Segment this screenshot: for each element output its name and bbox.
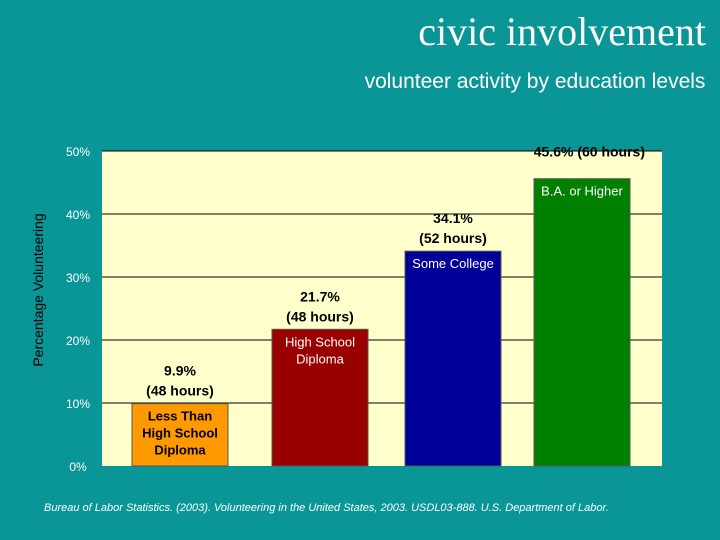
y-tick-label: 0%: [69, 460, 87, 474]
category-label: Diploma: [296, 351, 344, 366]
data-label: 9.9%: [164, 363, 196, 379]
y-tick-label: 10%: [66, 397, 90, 411]
data-label: (48 hours): [286, 308, 354, 324]
data-label: 45.6% (60 hours): [534, 144, 645, 160]
y-tick-label: 30%: [66, 271, 90, 285]
source-citation: Bureau of Labor Statistics. (2003). Volu…: [44, 502, 609, 514]
category-label: Some College: [412, 256, 494, 271]
bar: [271, 328, 369, 467]
y-tick-label: 20%: [66, 334, 90, 348]
bar: [131, 403, 229, 467]
category-label: High School: [142, 426, 218, 441]
data-label: 21.7%: [300, 288, 340, 304]
y-tick-label: 40%: [66, 208, 90, 222]
bar: [404, 250, 502, 467]
category-label: Less Than: [148, 409, 212, 424]
category-label: High School: [285, 334, 355, 349]
chart-subtitle: volunteer activity by education levels: [364, 70, 706, 93]
data-label: (48 hours): [146, 383, 214, 399]
category-label: Diploma: [154, 443, 206, 458]
data-label: (52 hours): [419, 230, 487, 246]
chart-title: civic involvement: [418, 9, 706, 54]
bar: [533, 178, 631, 467]
y-tick-label: 50%: [66, 145, 90, 159]
category-label: B.A. or Higher: [541, 184, 623, 199]
data-label: 34.1%: [433, 210, 473, 226]
